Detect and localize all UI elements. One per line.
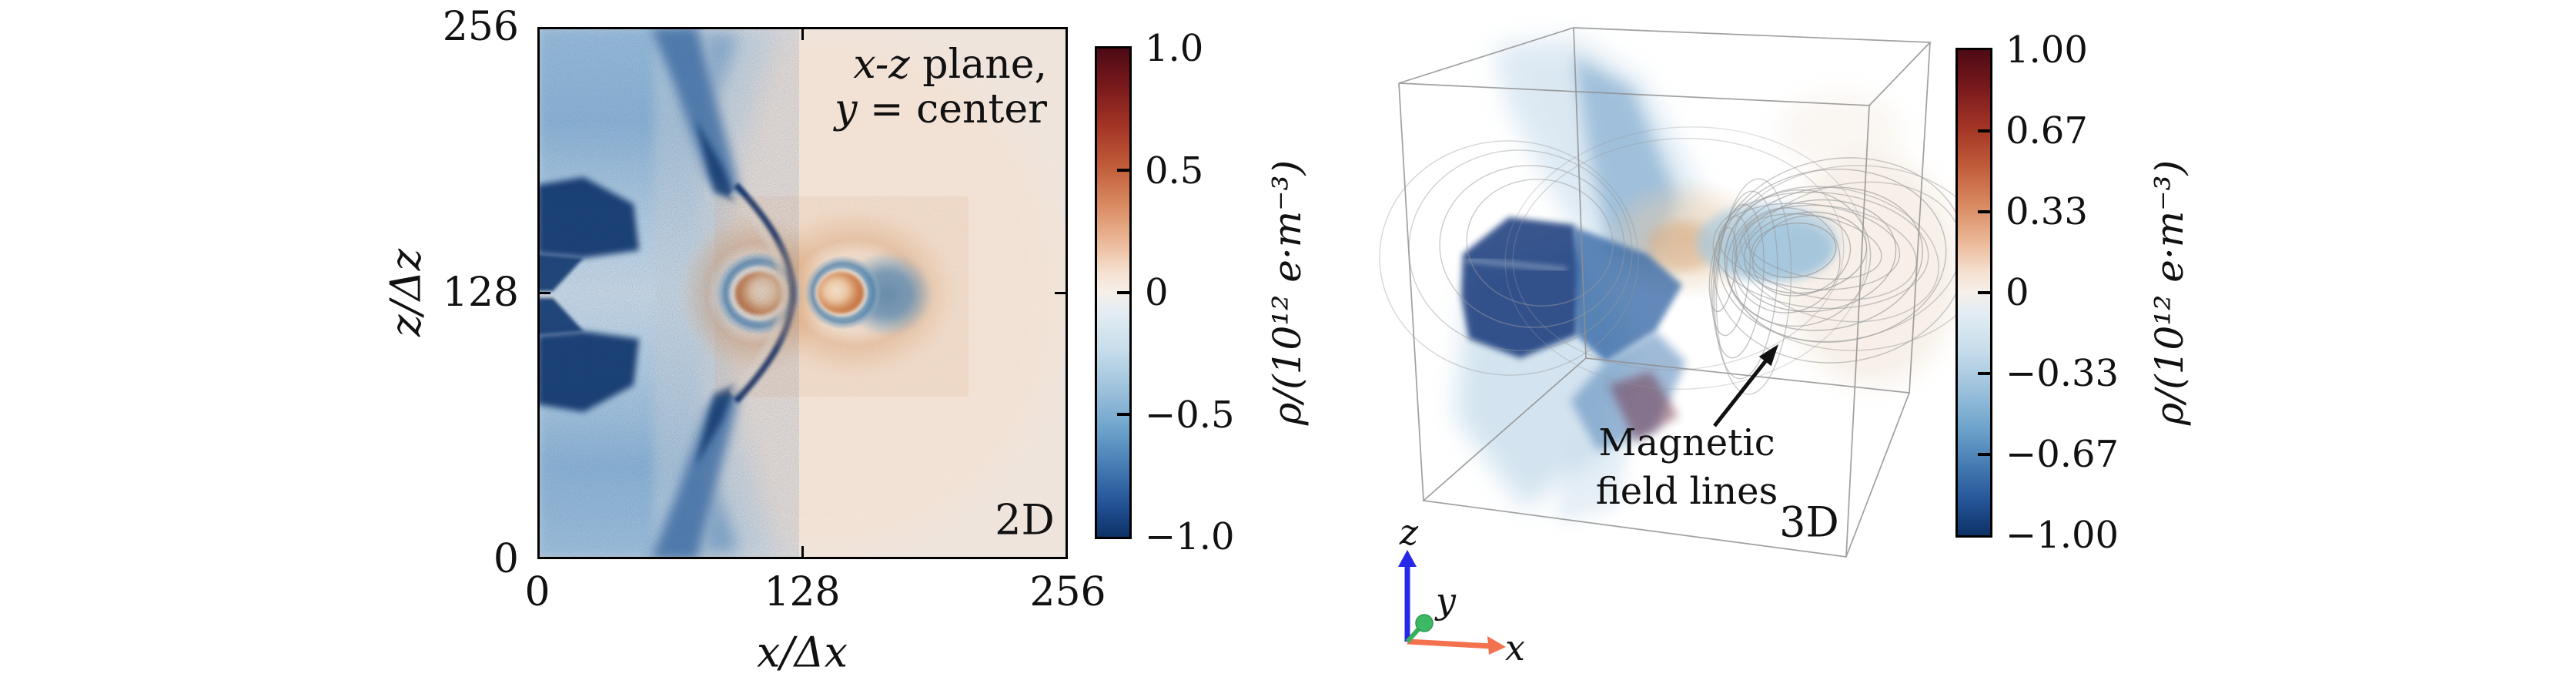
annotation-arrow [1713, 344, 1778, 427]
colorbar-3d-tick-mark [1978, 210, 1990, 213]
colorbar-2d-tick-mark [1117, 291, 1129, 294]
colorbar-3d [1955, 48, 1992, 538]
cb2d-tick-0.5: 0.5 [1145, 149, 1204, 193]
y-axis-label-3d: y [1436, 580, 1456, 622]
ytick-128: 128 [442, 270, 519, 316]
field-lines-annotation-line1: Magnetic [1598, 421, 1775, 464]
colorbar-2d [1095, 46, 1132, 539]
heatmap-2d [537, 27, 1068, 559]
colorbar-2d-tick-mark [1117, 169, 1129, 172]
colorbar-2d-label: ρ/(10¹² e·m⁻³) [1265, 159, 1310, 426]
xtick-256: 256 [1029, 569, 1106, 615]
cb3d-tick-0.67: 0.67 [2006, 109, 2088, 152]
y-axis-label: z/Δz [381, 248, 430, 337]
cb3d-tick-0: 0 [2006, 271, 2029, 314]
cb3d-tick-1.00: 1.00 [2006, 28, 2088, 72]
volume-3d [1379, 27, 1963, 655]
volume-density [1455, 39, 1959, 524]
axis-triad [1398, 550, 1506, 655]
z-axis-label: z [1399, 511, 1419, 553]
noise-overlay-faint [799, 27, 1068, 559]
x-axis-label: x/Δx [756, 628, 848, 677]
cb2d-tick-1.0: 1.0 [1145, 27, 1204, 70]
cb2d-tick-0: 0 [1145, 271, 1169, 314]
x-axis-label-3d: x [1505, 627, 1525, 669]
colorbar-3d-tick-mark [1978, 291, 1990, 294]
cb2d-tick--1.0: −1.0 [1145, 515, 1235, 558]
z-axis-arrowhead [1398, 550, 1417, 567]
colorbar-3d-tick-mark [1978, 453, 1990, 456]
xtick-0: 0 [524, 569, 550, 615]
x-axis-arrowhead [1487, 636, 1506, 655]
axes-frame [537, 27, 1068, 559]
xtick-128: 128 [764, 569, 841, 615]
cb2d-tick--0.5: −0.5 [1145, 394, 1235, 437]
colorbar-3d-label: ρ/(10¹² e·m⁻³) [2147, 159, 2192, 426]
colorbar-3d-tick-mark [1978, 129, 1990, 132]
plane-annotation-line1: x-z plane, [853, 42, 1047, 88]
ytick-256: 256 [442, 4, 519, 50]
x-axis-arrow [1407, 638, 1493, 649]
wireframe-cube [1398, 27, 1932, 558]
cb3d-tick--1.00: −1.00 [2006, 514, 2119, 557]
plane-annotation-line2: y = center [835, 86, 1047, 132]
cb3d-tick-0.33: 0.33 [2006, 190, 2088, 233]
colorbar-2d-tick-mark [1117, 413, 1129, 416]
cb3d-tick--0.33: −0.33 [2006, 352, 2119, 395]
panel-tag-2d: 2D [995, 495, 1055, 545]
ytick-0: 0 [493, 536, 519, 582]
y-axis-arrowhead [1415, 614, 1434, 632]
plane-annotation: x-z plane, y = center [785, 42, 1047, 132]
cb3d-tick--0.67: −0.67 [2006, 433, 2119, 476]
field-lines-annotation-line2: field lines [1595, 470, 1778, 513]
panel-tag-3d: 3D [1779, 498, 1839, 547]
colorbar-3d-tick-mark [1978, 372, 1990, 375]
